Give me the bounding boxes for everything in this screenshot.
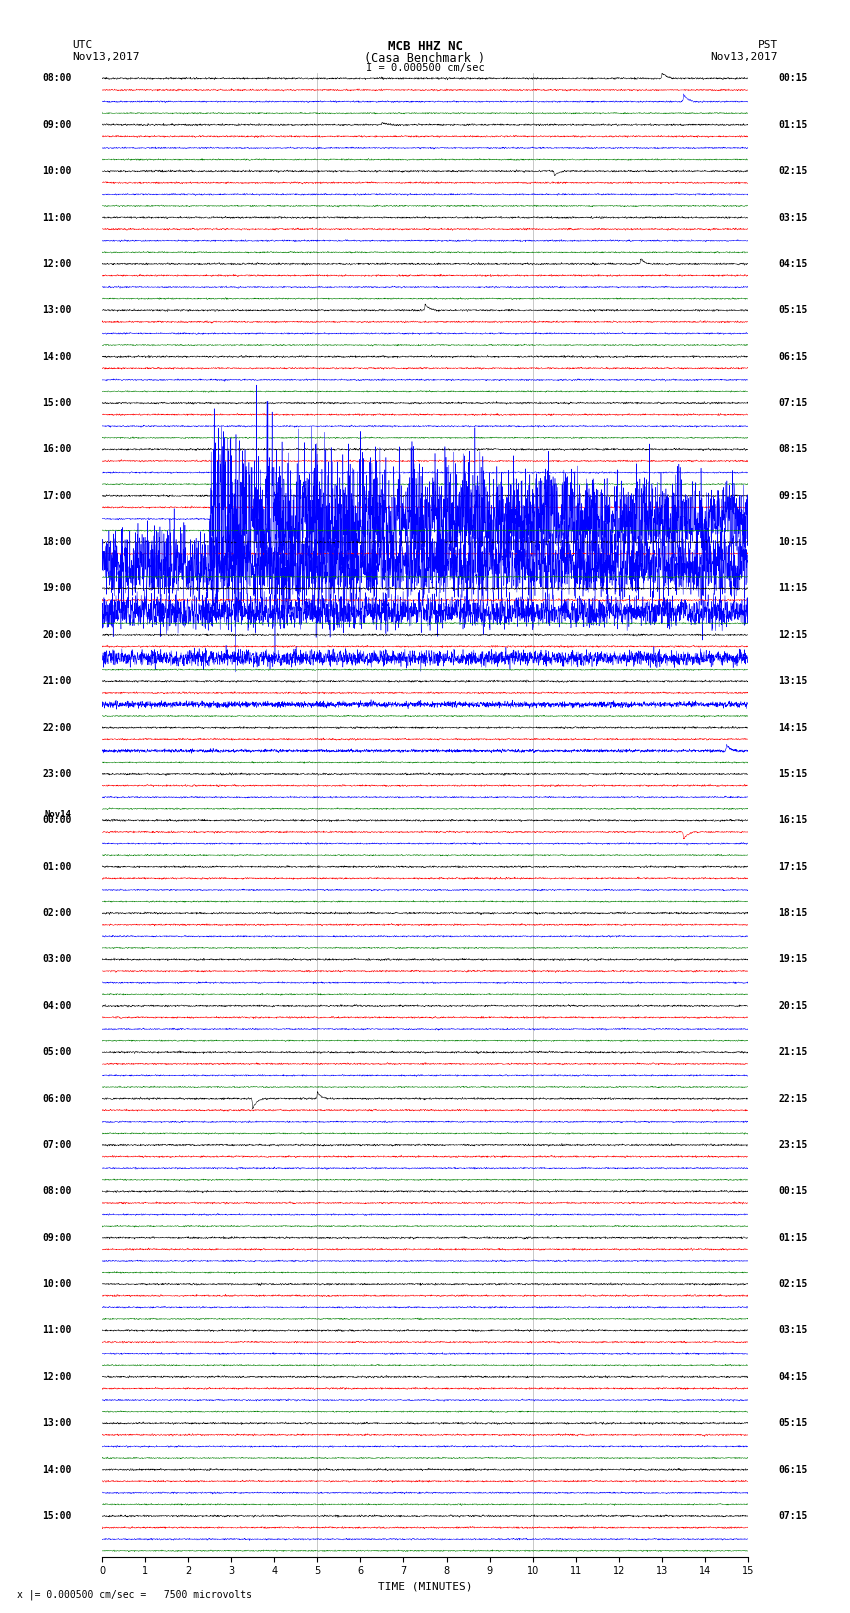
Text: 18:00: 18:00 (42, 537, 72, 547)
Text: 10:00: 10:00 (42, 1279, 72, 1289)
Text: 08:00: 08:00 (42, 1186, 72, 1197)
X-axis label: TIME (MINUTES): TIME (MINUTES) (377, 1582, 473, 1592)
Text: 12:00: 12:00 (42, 1371, 72, 1382)
Text: 04:15: 04:15 (778, 258, 807, 269)
Text: 20:15: 20:15 (778, 1000, 807, 1011)
Text: PST: PST (757, 40, 778, 50)
Text: 11:00: 11:00 (42, 1326, 72, 1336)
Text: 15:00: 15:00 (42, 398, 72, 408)
Text: 15:15: 15:15 (778, 769, 807, 779)
Text: 07:15: 07:15 (778, 398, 807, 408)
Text: 04:00: 04:00 (42, 1000, 72, 1011)
Text: 15:00: 15:00 (42, 1511, 72, 1521)
Text: 04:15: 04:15 (778, 1371, 807, 1382)
Text: 23:00: 23:00 (42, 769, 72, 779)
Text: 22:00: 22:00 (42, 723, 72, 732)
Text: (Casa Benchmark ): (Casa Benchmark ) (365, 52, 485, 65)
Text: Nov14: Nov14 (45, 810, 72, 819)
Text: UTC: UTC (72, 40, 93, 50)
Text: I = 0.000500 cm/sec: I = 0.000500 cm/sec (366, 63, 484, 73)
Text: 07:15: 07:15 (778, 1511, 807, 1521)
Text: 00:15: 00:15 (778, 1186, 807, 1197)
Text: 14:00: 14:00 (42, 1465, 72, 1474)
Text: MCB HHZ NC: MCB HHZ NC (388, 40, 462, 53)
Text: 13:00: 13:00 (42, 1418, 72, 1428)
Text: 18:15: 18:15 (778, 908, 807, 918)
Text: x |= 0.000500 cm/sec =   7500 microvolts: x |= 0.000500 cm/sec = 7500 microvolts (17, 1589, 252, 1600)
Text: 17:15: 17:15 (778, 861, 807, 871)
Text: 20:00: 20:00 (42, 629, 72, 640)
Text: 01:15: 01:15 (778, 1232, 807, 1242)
Text: 05:15: 05:15 (778, 1418, 807, 1428)
Text: 02:00: 02:00 (42, 908, 72, 918)
Text: 16:00: 16:00 (42, 444, 72, 455)
Text: 06:15: 06:15 (778, 352, 807, 361)
Text: 10:15: 10:15 (778, 537, 807, 547)
Text: 02:15: 02:15 (778, 1279, 807, 1289)
Text: 01:00: 01:00 (42, 861, 72, 871)
Text: 14:15: 14:15 (778, 723, 807, 732)
Text: 07:00: 07:00 (42, 1140, 72, 1150)
Text: 19:15: 19:15 (778, 955, 807, 965)
Text: 11:00: 11:00 (42, 213, 72, 223)
Text: 09:00: 09:00 (42, 119, 72, 129)
Text: 03:15: 03:15 (778, 213, 807, 223)
Text: 08:00: 08:00 (42, 73, 72, 84)
Text: 08:15: 08:15 (778, 444, 807, 455)
Text: 09:15: 09:15 (778, 490, 807, 500)
Text: 02:15: 02:15 (778, 166, 807, 176)
Text: 05:00: 05:00 (42, 1047, 72, 1057)
Text: 23:15: 23:15 (778, 1140, 807, 1150)
Text: 05:15: 05:15 (778, 305, 807, 315)
Text: 12:00: 12:00 (42, 258, 72, 269)
Text: 03:15: 03:15 (778, 1326, 807, 1336)
Text: 11:15: 11:15 (778, 584, 807, 594)
Text: 03:00: 03:00 (42, 955, 72, 965)
Text: Nov13,2017: Nov13,2017 (72, 52, 139, 61)
Text: 21:15: 21:15 (778, 1047, 807, 1057)
Text: 06:15: 06:15 (778, 1465, 807, 1474)
Text: 17:00: 17:00 (42, 490, 72, 500)
Text: 06:00: 06:00 (42, 1094, 72, 1103)
Text: 12:15: 12:15 (778, 629, 807, 640)
Text: 16:15: 16:15 (778, 815, 807, 826)
Text: 09:00: 09:00 (42, 1232, 72, 1242)
Text: 21:00: 21:00 (42, 676, 72, 686)
Text: 00:00: 00:00 (42, 815, 72, 826)
Text: 13:15: 13:15 (778, 676, 807, 686)
Text: 00:15: 00:15 (778, 73, 807, 84)
Text: 22:15: 22:15 (778, 1094, 807, 1103)
Text: 13:00: 13:00 (42, 305, 72, 315)
Text: 14:00: 14:00 (42, 352, 72, 361)
Text: 19:00: 19:00 (42, 584, 72, 594)
Text: 10:00: 10:00 (42, 166, 72, 176)
Text: Nov13,2017: Nov13,2017 (711, 52, 778, 61)
Text: 01:15: 01:15 (778, 119, 807, 129)
